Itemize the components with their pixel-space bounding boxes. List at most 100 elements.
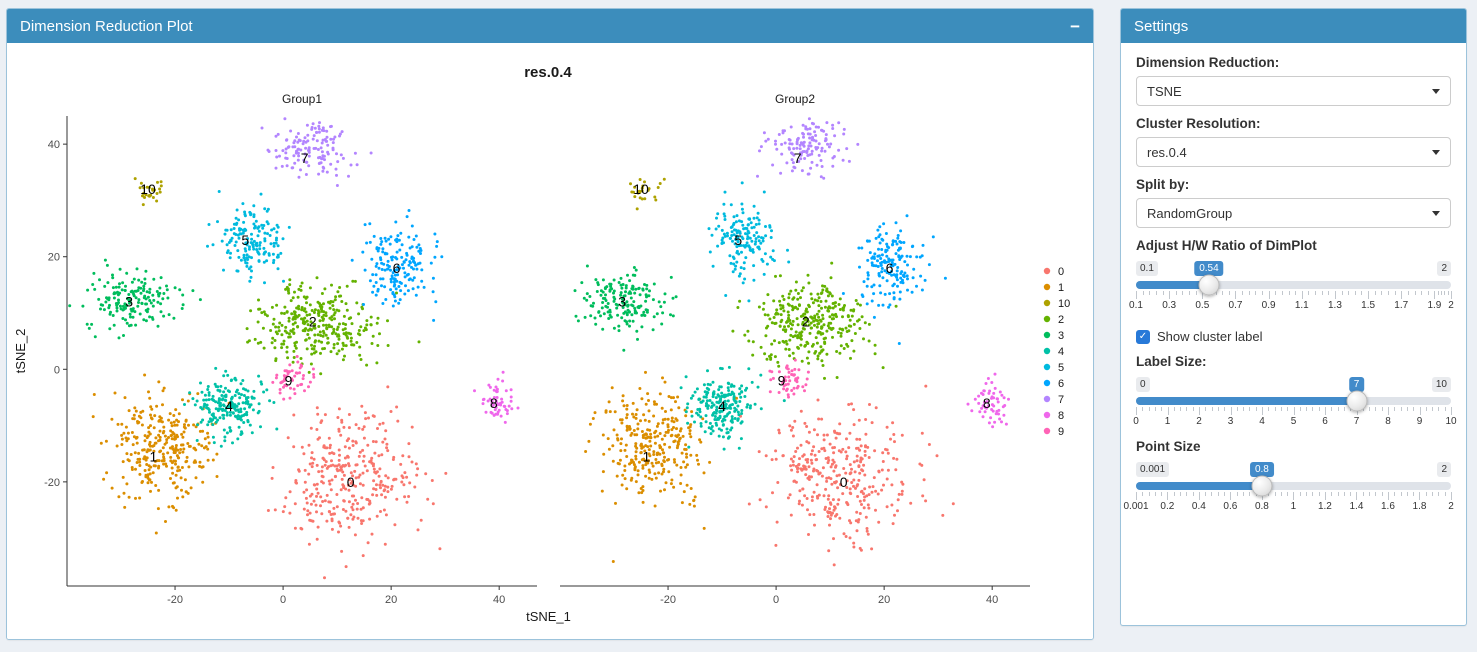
slider-grid: 0.1 0.3 0.5 0.7 0.9 1.1 1.3 1.5 1.7 1.9 2 — [1129, 291, 1454, 313]
svg-text:9: 9 — [285, 373, 293, 389]
dimension-reduction-header: Dimension Reduction Plot − — [7, 9, 1093, 43]
hw-ratio-label: Adjust H/W Ratio of DimPlot — [1136, 238, 1317, 253]
split-by-select[interactable]: RandomGroup — [1136, 198, 1451, 228]
dimension-reduction-select[interactable]: TSNE — [1136, 76, 1451, 106]
svg-text:3: 3 — [1058, 330, 1064, 342]
svg-text:7: 7 — [1058, 394, 1064, 406]
show-cluster-label-text: Show cluster label — [1157, 329, 1263, 344]
points-layer — [68, 117, 520, 580]
slider-handle[interactable] — [1346, 390, 1367, 412]
slider-track[interactable] — [1136, 475, 1451, 497]
slider-min-label: 0.001 — [1136, 462, 1170, 477]
svg-text:9: 9 — [778, 373, 786, 389]
cluster-resolution-select[interactable]: res.0.4 — [1136, 137, 1451, 167]
svg-text:4: 4 — [1058, 346, 1064, 358]
slider-track[interactable] — [1136, 274, 1451, 296]
slider-fill-bar — [1136, 397, 1357, 405]
svg-text:0: 0 — [1058, 266, 1064, 278]
svg-text:0: 0 — [280, 594, 286, 606]
slider-labels: 0 10 7 — [1136, 377, 1451, 394]
collapse-icon[interactable]: − — [1070, 16, 1080, 36]
svg-text:4: 4 — [225, 398, 233, 414]
plot-body: res.0.4 Group1 -20 0 20 40 -20 0 20 40 0 1 10 2 3 4 5 6 7 8… — [7, 43, 1093, 639]
svg-text:5: 5 — [734, 232, 742, 248]
facet-Group1: Group1 -20 0 20 40 -20 0 20 40 0 1 10 2 3 4 5 6 7 8 9 — [44, 92, 537, 606]
slider-value-bubble: 0.54 — [1194, 261, 1224, 276]
svg-text:res.0.4: res.0.4 — [524, 64, 572, 81]
label-size-label: Label Size: — [1136, 354, 1207, 369]
svg-text:10: 10 — [140, 181, 156, 197]
svg-text:2: 2 — [309, 313, 317, 329]
cluster-resolution-value: res.0.4 — [1147, 144, 1187, 160]
panel-title: Dimension Reduction Plot — [20, 17, 193, 35]
svg-text:5: 5 — [241, 232, 249, 248]
svg-text:40: 40 — [986, 594, 998, 606]
slider-labels: 0.001 2 0.8 — [1136, 462, 1451, 479]
svg-text:8: 8 — [1058, 410, 1064, 422]
svg-text:tSNE_2: tSNE_2 — [13, 329, 28, 374]
svg-text:0: 0 — [54, 364, 60, 376]
settings-panel: Settings Dimension Reduction: TSNE Clust… — [1120, 8, 1467, 626]
svg-text:10: 10 — [633, 181, 649, 197]
hw-ratio-slider[interactable]: 0.1 2 0.54 0.1 0.3 0.5 0.7 0.9 1.1 1.3 1.5 1.7 1.… — [1129, 259, 1454, 313]
svg-text:Group1: Group1 — [282, 92, 322, 106]
svg-text:3: 3 — [618, 294, 626, 310]
chevron-down-icon — [1432, 149, 1440, 155]
point-size-label: Point Size — [1136, 439, 1201, 454]
slider-handle[interactable] — [1251, 475, 1273, 497]
slider-fill-bar — [1136, 482, 1262, 490]
dimension-reduction-label: Dimension Reduction: — [1136, 55, 1280, 70]
svg-text:9: 9 — [1058, 426, 1064, 438]
settings-body: Dimension Reduction: TSNE Cluster Resolu… — [1121, 43, 1466, 526]
svg-text:-20: -20 — [44, 477, 60, 489]
slider-grid: 0.001 0.2 0.4 0.6 0.8 1 1.2 1.4 1.6 1.8 2 — [1123, 492, 1454, 514]
svg-text:tSNE_1: tSNE_1 — [526, 609, 571, 624]
slider-grid: 0 1 2 3 4 5 6 7 8 9 10 — [1133, 407, 1457, 429]
checkbox-icon[interactable] — [1136, 329, 1150, 344]
slider-track[interactable] — [1136, 390, 1451, 412]
svg-text:-20: -20 — [660, 594, 676, 606]
svg-text:8: 8 — [490, 395, 498, 411]
dimension-reduction-value: TSNE — [1147, 83, 1182, 99]
settings-header: Settings — [1121, 9, 1466, 43]
slider-value-bubble: 0.8 — [1249, 462, 1274, 477]
svg-text:1: 1 — [1058, 282, 1064, 294]
slider-labels: 0.1 2 0.54 — [1136, 261, 1451, 278]
split-by-label: Split by: — [1136, 177, 1190, 192]
slider-min-label: 0 — [1136, 377, 1150, 392]
svg-text:-20: -20 — [167, 594, 183, 606]
svg-text:20: 20 — [878, 594, 890, 606]
legend: 0 1 10 2 3 4 5 6 7 8 9 — [1043, 266, 1070, 438]
chevron-down-icon — [1432, 88, 1440, 94]
svg-text:8: 8 — [983, 395, 991, 411]
slider-fill-bar — [1136, 281, 1209, 289]
svg-text:1: 1 — [150, 449, 158, 465]
show-cluster-label-row[interactable]: Show cluster label — [1136, 329, 1451, 344]
svg-text:6: 6 — [393, 260, 401, 276]
svg-text:2: 2 — [802, 313, 810, 329]
slider-max-label: 2 — [1437, 261, 1451, 276]
slider-max-label: 2 — [1437, 462, 1451, 477]
dimension-reduction-panel: Dimension Reduction Plot − res.0.4 Group1… — [6, 8, 1094, 640]
svg-text:6: 6 — [886, 260, 894, 276]
points-layer — [573, 117, 1010, 567]
svg-text:20: 20 — [48, 252, 60, 264]
cluster-resolution-label: Cluster Resolution: — [1136, 116, 1261, 131]
svg-text:3: 3 — [125, 294, 133, 310]
svg-text:20: 20 — [385, 594, 397, 606]
svg-text:10: 10 — [1058, 298, 1070, 310]
facet-Group2: Group2 -20 0 20 40 0 1 10 2 3 4 5 6 7 8 9 — [560, 92, 1030, 606]
svg-text:40: 40 — [48, 139, 60, 151]
svg-text:6: 6 — [1058, 378, 1064, 390]
slider-handle[interactable] — [1198, 274, 1220, 296]
svg-text:1: 1 — [643, 449, 651, 465]
svg-text:0: 0 — [347, 474, 355, 490]
label-size-slider[interactable]: 0 10 7 0 1 2 3 4 5 6 7 8 9 10 — [1133, 375, 1457, 429]
split-by-value: RandomGroup — [1147, 205, 1233, 221]
svg-text:0: 0 — [840, 474, 848, 490]
svg-text:7: 7 — [794, 150, 802, 166]
point-size-slider[interactable]: 0.001 2 0.8 0.001 0.2 0.4 0.6 0.8 1 1.2 1.4 1.6 1… — [1123, 460, 1454, 514]
